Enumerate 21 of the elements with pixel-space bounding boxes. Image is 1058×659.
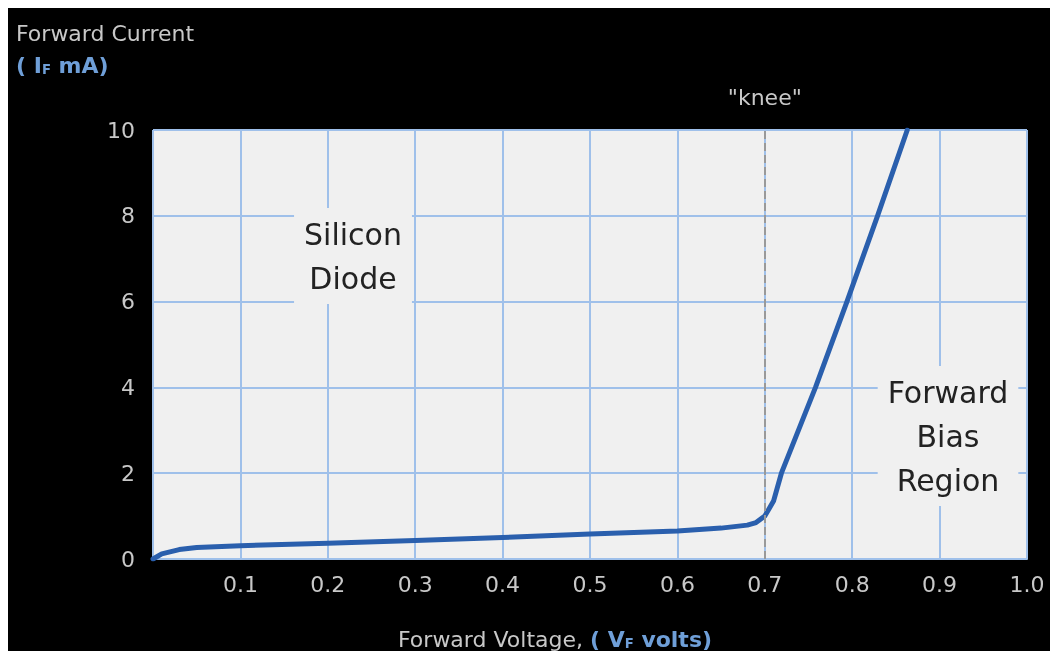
x-tick-label: 0.8 [834, 571, 870, 597]
ref-line-label: "knee" [727, 84, 802, 110]
x-tick-label: 0.2 [310, 571, 346, 597]
x-axis-title: Forward Voltage, ( VF volts) [398, 626, 713, 652]
annotation: Silicon Diode [304, 216, 402, 296]
x-tick-label: 1.0 [1009, 571, 1045, 597]
y-tick-label: 6 [121, 289, 135, 315]
x-tick-label: 0.3 [397, 571, 433, 597]
y-tick-label: 8 [121, 203, 135, 229]
x-tick-label: 0.7 [747, 571, 783, 597]
y-tick-label: 0 [121, 546, 135, 572]
x-tick-label: 0.1 [222, 571, 258, 597]
x-tick-label: 0.6 [659, 571, 695, 597]
x-tick-label: 0.4 [485, 571, 521, 597]
y-axis-title: Forward Current ( IF mA) [16, 20, 195, 78]
y-tick-label: 2 [121, 460, 135, 486]
annotation: Forward Bias Region [887, 374, 1009, 498]
y-tick-label: 10 [107, 117, 135, 143]
x-tick-label: 0.9 [922, 571, 958, 597]
y-tick-label: 4 [121, 374, 135, 400]
x-tick-label: 0.5 [572, 571, 608, 597]
